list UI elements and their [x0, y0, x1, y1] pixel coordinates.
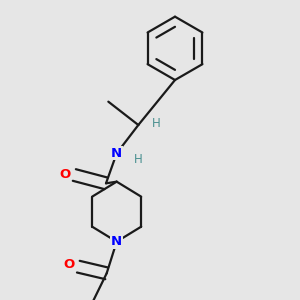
- Text: H: H: [152, 117, 161, 130]
- Text: O: O: [59, 167, 70, 181]
- Text: H: H: [134, 154, 143, 166]
- Text: O: O: [63, 259, 75, 272]
- Text: N: N: [111, 235, 122, 248]
- Text: N: N: [111, 147, 122, 160]
